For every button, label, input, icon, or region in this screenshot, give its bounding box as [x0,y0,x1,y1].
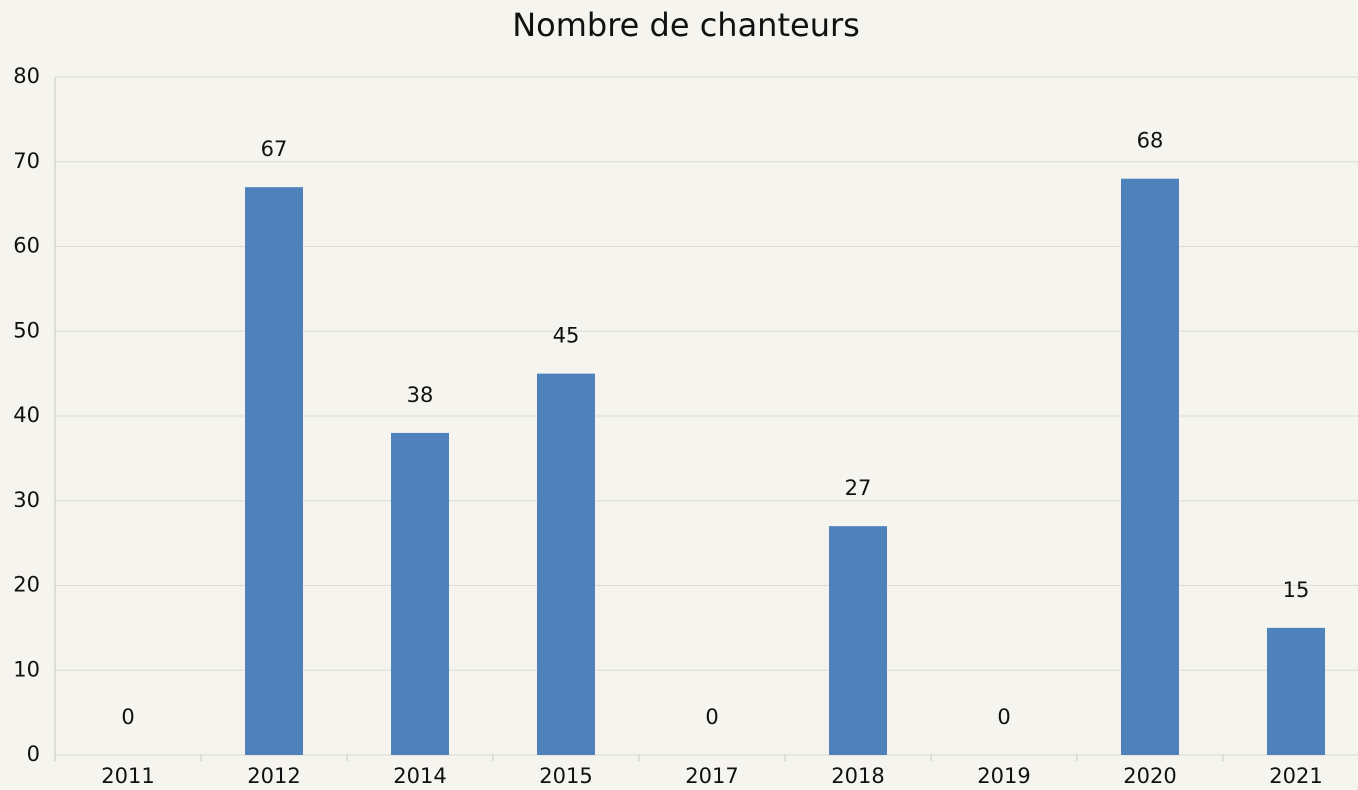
data-label: 0 [121,705,134,729]
bar [829,526,887,755]
x-tick-label: 2017 [685,764,738,788]
data-label: 67 [261,137,288,161]
x-tick-label: 2014 [393,764,446,788]
y-tick-label: 20 [13,573,40,597]
x-tick-label: 2012 [247,764,300,788]
chart-title: Nombre de chanteurs [512,6,860,44]
data-label: 15 [1283,578,1310,602]
x-tick-label: 2018 [831,764,884,788]
y-tick-label: 70 [13,149,40,173]
y-tick-label: 40 [13,403,40,427]
bar [391,432,449,755]
y-tick-label: 10 [13,657,40,681]
x-tick-label: 2019 [977,764,1030,788]
data-label: 45 [553,324,580,348]
data-label: 38 [407,383,434,407]
bar [1267,627,1325,755]
data-label: 0 [997,705,1010,729]
x-tick-label: 2020 [1123,764,1176,788]
y-tick-label: 30 [13,488,40,512]
x-tick-label: 2021 [1269,764,1322,788]
data-label: 27 [845,476,872,500]
data-label: 68 [1137,129,1164,153]
y-tick-label: 0 [27,742,40,766]
data-label: 0 [705,705,718,729]
x-tick-label: 2015 [539,764,592,788]
bar [1121,178,1179,755]
bar [245,187,303,756]
y-tick-label: 80 [13,64,40,88]
y-tick-label: 50 [13,318,40,342]
bar [537,373,595,755]
x-tick-label: 2011 [101,764,154,788]
y-tick-label: 60 [13,234,40,258]
